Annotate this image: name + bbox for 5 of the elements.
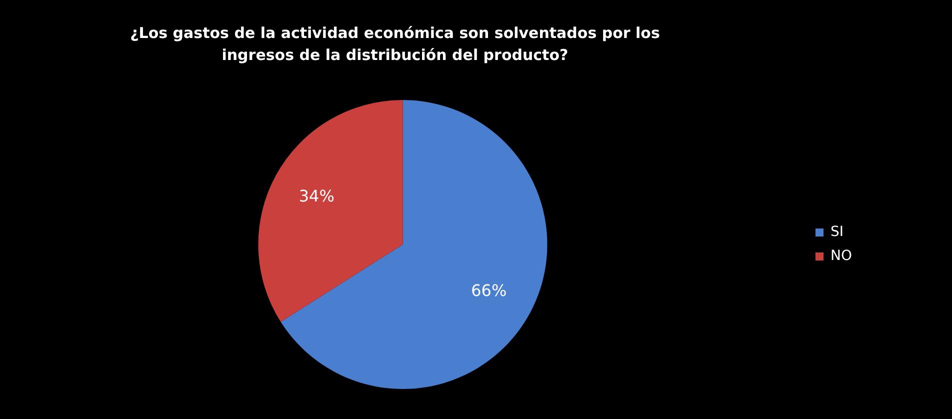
data-label: 34% [298,186,334,206]
chart-title: ¿Los gastos de la actividad económica son solventados por los ingresos de la distribución del producto? [129,23,661,66]
legend-label: NO [830,248,852,264]
legend-label: SI [830,224,844,240]
data-label: 66% [471,280,507,300]
